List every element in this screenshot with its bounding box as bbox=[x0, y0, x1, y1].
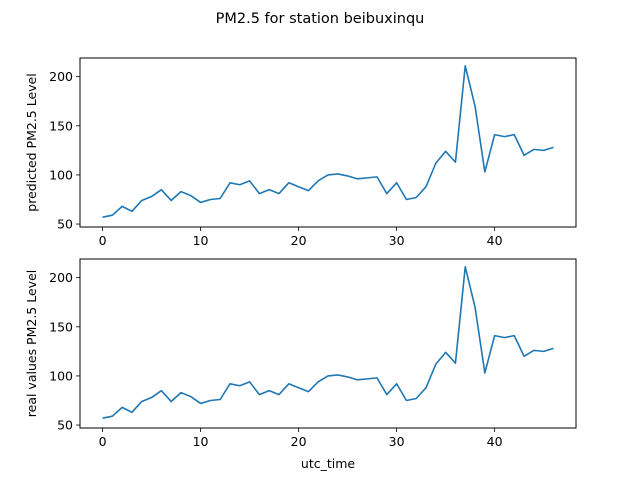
y-tick-label: 150 bbox=[49, 319, 73, 334]
x-tick-label: 10 bbox=[193, 233, 209, 248]
subplot-real-values: 0 10 20 30 40 50 100 150 200 real values PM2.5 Le… bbox=[24, 258, 577, 471]
axes-frame bbox=[79, 258, 577, 429]
y-tick-label: 150 bbox=[49, 118, 73, 133]
y-axis-label: real values PM2.5 Level bbox=[24, 270, 39, 417]
subplot-predicted: 0 10 20 30 40 50 100 150 200 predicted PM2.5 Leve… bbox=[24, 57, 577, 248]
x-tick-label: 20 bbox=[291, 233, 307, 248]
figure-title: PM2.5 for station beibuxinqu bbox=[216, 11, 425, 27]
y-axis-label: predicted PM2.5 Level bbox=[24, 73, 39, 211]
series-line bbox=[102, 65, 554, 218]
y-tick-label: 100 bbox=[49, 368, 73, 383]
y-tick-label: 50 bbox=[57, 217, 73, 232]
y-tick-label: 100 bbox=[49, 167, 73, 182]
y-tick-label: 50 bbox=[57, 418, 73, 433]
x-tick-label: 0 bbox=[99, 434, 107, 449]
x-tick-label: 20 bbox=[291, 434, 307, 449]
x-tick-label: 30 bbox=[389, 233, 405, 248]
x-axis-label: utc_time bbox=[301, 456, 355, 471]
x-tick-label: 40 bbox=[487, 434, 503, 449]
y-tick-label: 200 bbox=[49, 270, 73, 285]
y-tick-label: 200 bbox=[49, 69, 73, 84]
series-line bbox=[102, 266, 554, 419]
axes-frame bbox=[79, 57, 577, 228]
x-tick-label: 0 bbox=[99, 233, 107, 248]
x-tick-label: 10 bbox=[193, 434, 209, 449]
x-tick-label: 30 bbox=[389, 434, 405, 449]
x-tick-label: 40 bbox=[487, 233, 503, 248]
